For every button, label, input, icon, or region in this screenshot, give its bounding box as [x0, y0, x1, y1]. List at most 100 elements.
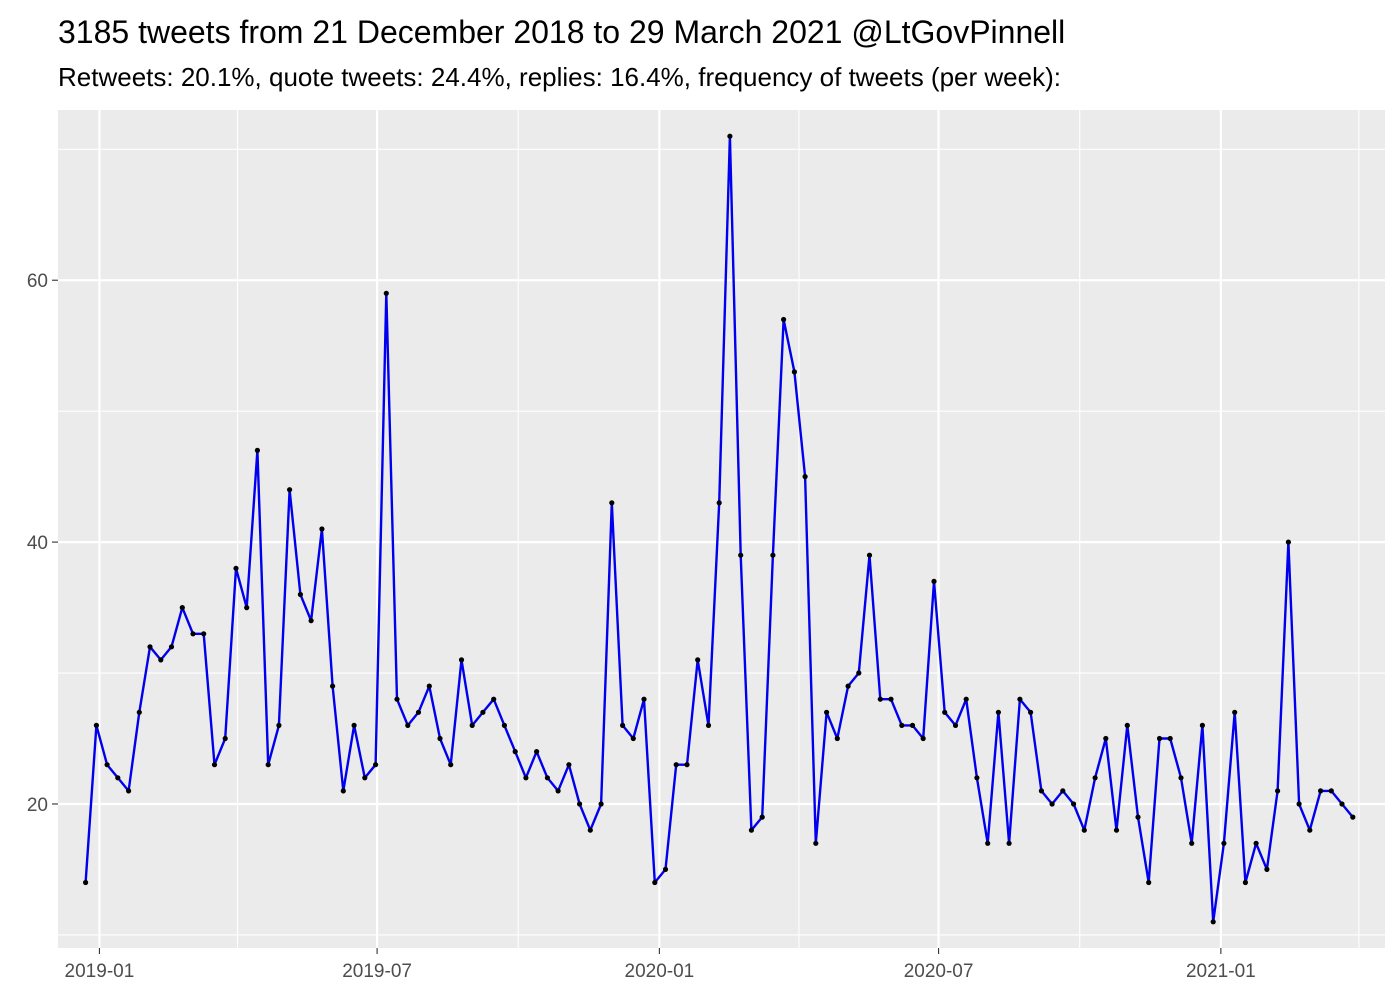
data-point	[544, 775, 551, 781]
plot-panel	[58, 110, 1385, 948]
data-point	[1296, 801, 1302, 807]
data-point	[974, 775, 980, 781]
data-point	[469, 722, 475, 729]
data-point	[1167, 735, 1173, 742]
data-point	[770, 552, 776, 558]
data-point	[598, 801, 604, 807]
data-point	[1049, 801, 1055, 807]
data-point	[1038, 788, 1044, 794]
data-point	[909, 722, 916, 729]
data-point	[716, 500, 722, 506]
data-point	[1318, 788, 1324, 794]
data-point	[791, 369, 798, 375]
data-point	[1328, 788, 1334, 794]
data-point	[330, 683, 336, 689]
data-point	[179, 605, 185, 611]
data-point	[630, 735, 636, 742]
data-point	[415, 709, 422, 715]
data-point	[888, 696, 894, 702]
data-point	[942, 709, 948, 715]
data-point	[1253, 840, 1259, 846]
data-point	[1060, 788, 1066, 794]
data-point	[190, 631, 196, 637]
data-point	[501, 722, 507, 729]
data-point	[437, 735, 443, 742]
data-point	[781, 316, 787, 323]
chart-subtitle: Retweets: 20.1%, quote tweets: 24.4%, re…	[58, 62, 1061, 92]
data-point	[93, 722, 99, 729]
data-point	[491, 696, 497, 702]
x-tick-label: 2019-07	[342, 961, 412, 982]
x-tick-label: 2020-01	[625, 961, 695, 982]
data-point	[308, 618, 314, 624]
data-point	[168, 644, 175, 650]
data-point	[276, 722, 282, 729]
data-point	[802, 474, 808, 480]
data-point	[1081, 827, 1087, 833]
data-point	[577, 801, 583, 807]
data-point	[1113, 827, 1120, 833]
data-point	[1307, 827, 1313, 833]
data-point	[201, 631, 207, 637]
data-point	[104, 762, 110, 768]
data-point	[136, 709, 142, 715]
data-point	[534, 749, 540, 755]
data-point	[1285, 539, 1291, 545]
data-point	[512, 749, 518, 755]
data-point	[254, 447, 260, 453]
data-point	[899, 722, 905, 729]
data-point	[373, 762, 379, 768]
y-tick-label: 40	[27, 533, 48, 554]
data-point	[738, 552, 744, 558]
x-tick-label: 2021-01	[1186, 961, 1256, 982]
data-point	[620, 722, 626, 729]
x-tick-label: 2020-07	[904, 961, 974, 982]
data-point	[1199, 722, 1205, 729]
data-point	[211, 762, 218, 768]
data-point	[233, 565, 239, 571]
data-point	[340, 788, 346, 794]
data-point	[1146, 879, 1152, 886]
data-point	[1350, 814, 1356, 820]
data-point	[426, 683, 432, 689]
data-point	[319, 526, 325, 532]
data-point	[83, 879, 89, 886]
data-point	[856, 670, 862, 676]
y-tick-label: 60	[27, 271, 48, 292]
data-point	[126, 788, 132, 794]
data-point	[458, 657, 465, 663]
data-point	[1242, 879, 1248, 886]
data-point	[866, 552, 873, 558]
data-point	[265, 762, 271, 768]
data-point	[920, 735, 926, 742]
data-point	[1232, 709, 1238, 715]
data-point	[641, 696, 647, 702]
data-point	[147, 644, 153, 650]
data-point	[609, 500, 615, 506]
y-tick-label: 20	[27, 795, 48, 816]
data-point	[394, 696, 400, 702]
data-point	[1275, 788, 1281, 794]
data-point	[673, 762, 679, 768]
data-point	[1135, 814, 1141, 820]
data-point	[362, 775, 368, 781]
data-point	[1017, 696, 1023, 702]
data-point	[995, 709, 1002, 715]
data-point	[480, 709, 486, 715]
data-point	[695, 657, 701, 663]
data-point	[662, 866, 669, 873]
data-point	[1028, 709, 1034, 715]
data-point	[952, 722, 959, 729]
data-point	[351, 722, 357, 729]
data-point	[963, 696, 969, 702]
data-point	[1092, 775, 1098, 781]
data-point	[1339, 801, 1345, 807]
data-point	[115, 775, 121, 781]
data-point	[824, 709, 830, 715]
data-point	[1264, 866, 1270, 873]
data-point	[813, 840, 819, 846]
data-point	[748, 827, 755, 833]
data-point	[985, 840, 991, 846]
data-point	[587, 827, 593, 833]
